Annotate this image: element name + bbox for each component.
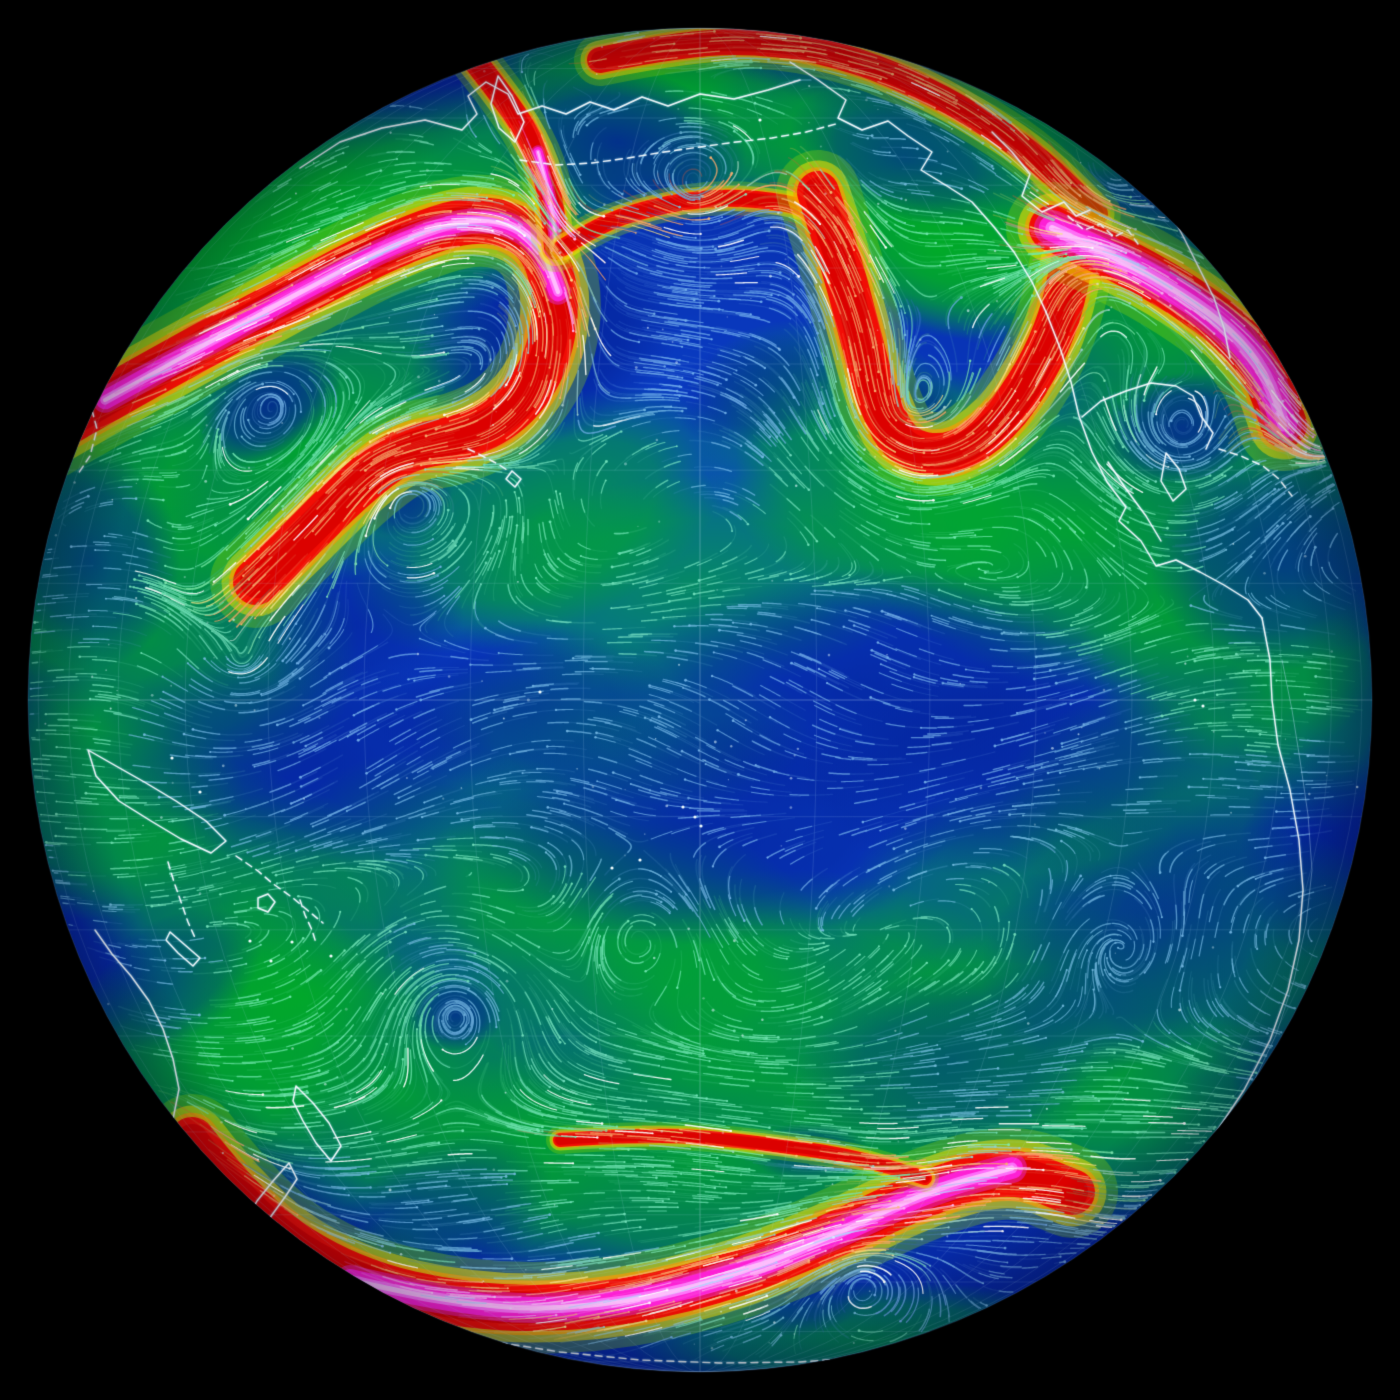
globe-canvas[interactable] [0, 0, 1400, 1400]
wind-map [0, 0, 1400, 1400]
